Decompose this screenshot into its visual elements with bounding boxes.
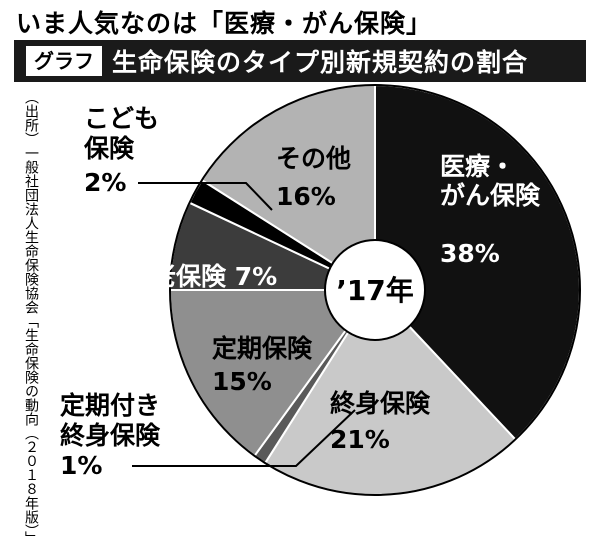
- center-year-label: ’17年: [336, 274, 414, 307]
- slice-value-label: 21%: [330, 425, 390, 454]
- slice-name-label: その他: [276, 144, 351, 173]
- slice-name-label: 定期保険: [212, 334, 313, 363]
- slice-name-label: 定期付き: [60, 391, 160, 420]
- source-note: （出所）一般社団法人生命保険協会「生命保険の動向（２０１８年版）」: [23, 90, 39, 545]
- chart-title-bar: グラフ 生命保険のタイプ別新規契約の割合: [14, 40, 586, 82]
- slice-value-label: 15%: [212, 367, 272, 396]
- pie-outline: [169, 84, 581, 496]
- slice-name-label: こども: [84, 104, 159, 133]
- slice-name-label: 保険: [83, 134, 135, 163]
- slice-value-label: 1%: [60, 451, 102, 480]
- slice-name-label: がん保険: [440, 181, 541, 210]
- slice-name-label: 終身保険: [330, 389, 431, 418]
- center-hub: [324, 239, 426, 341]
- slice-name-label: 養老保険 7%: [126, 262, 277, 291]
- slice-value-label: 2%: [84, 168, 126, 197]
- leader-line: [138, 182, 273, 211]
- slice-name-label: 終身保険: [60, 421, 161, 450]
- slice-value-label: 16%: [276, 182, 336, 211]
- slice-value-label: 38%: [440, 239, 500, 268]
- graph-badge: グラフ: [26, 46, 102, 76]
- leader-line: [132, 409, 356, 467]
- headline: いま人気なのは「医療・がん保険」: [16, 9, 433, 38]
- chart-title: 生命保険のタイプ別新規契約の割合: [112, 48, 529, 77]
- slice-name-label: 医療・: [440, 152, 515, 181]
